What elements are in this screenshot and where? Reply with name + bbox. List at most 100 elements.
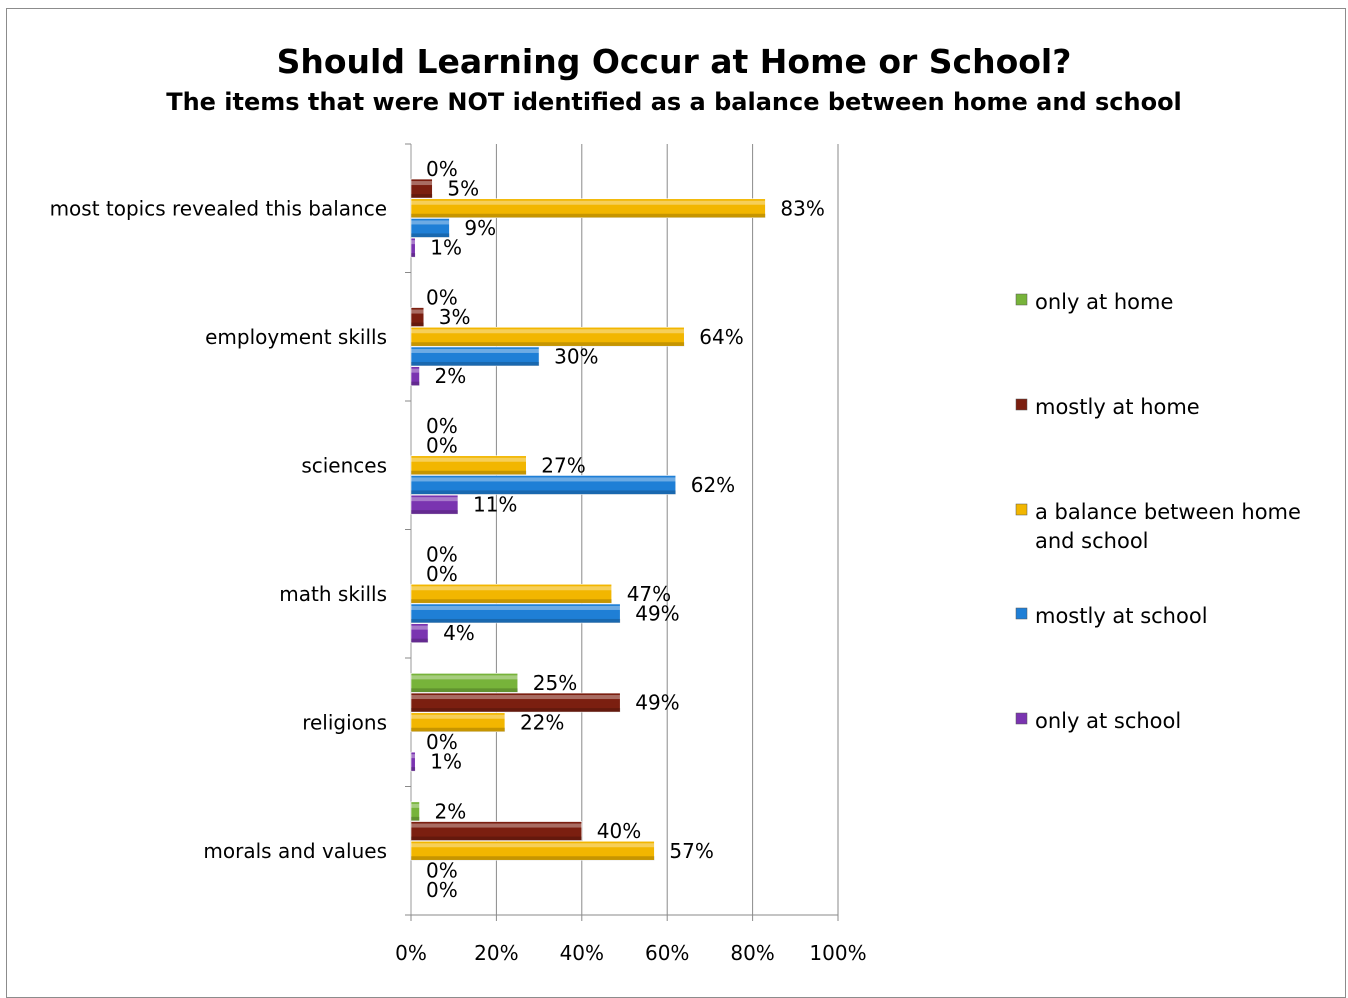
legend-label: only at home [1035, 290, 1173, 314]
bar [410, 198, 766, 219]
bar [410, 673, 519, 693]
bar-shade [411, 856, 655, 861]
data-label: 25% [533, 671, 577, 695]
bar-shade [411, 510, 458, 515]
bar-shade [411, 638, 429, 643]
bar-highlight [411, 605, 621, 610]
bar-highlight [411, 240, 416, 245]
x-tick-label: 100% [809, 941, 866, 965]
data-label: 40% [597, 819, 641, 843]
bar-body [410, 475, 677, 495]
data-label: 2% [435, 364, 467, 388]
bar-shade [411, 213, 766, 218]
data-label: 1% [430, 236, 462, 260]
bar-body [410, 326, 685, 347]
chart-subtitle: The items that were NOT identified as a … [166, 88, 1182, 116]
bar-shade [411, 381, 420, 386]
bar [410, 712, 506, 733]
x-tick-label: 0% [395, 941, 427, 965]
bar-body [410, 366, 420, 386]
data-label: 0% [426, 414, 458, 438]
bar-highlight [411, 823, 582, 828]
data-label: 11% [473, 493, 517, 517]
bar-body [410, 237, 416, 258]
data-label: 0% [426, 730, 458, 754]
bar-highlight [411, 843, 655, 848]
legend-swatch [1015, 398, 1028, 411]
bar-highlight [411, 675, 518, 680]
bar-highlight [411, 348, 540, 353]
bar [410, 692, 621, 713]
legend-label: mostly at home [1035, 395, 1200, 419]
bar-shade [411, 253, 416, 258]
bar-shade [411, 836, 582, 841]
data-label: 0% [426, 285, 458, 309]
bar-highlight [411, 754, 416, 759]
legend-swatch [1015, 607, 1028, 620]
legend-label: only at school [1035, 709, 1181, 733]
x-tick-label: 20% [474, 941, 518, 965]
bar [410, 218, 450, 238]
bar [410, 583, 612, 604]
x-tick-label: 40% [560, 941, 604, 965]
data-label: 62% [691, 473, 735, 497]
bar-shade [411, 688, 518, 693]
bar [410, 475, 677, 495]
bar-shade [411, 708, 621, 713]
bar [410, 237, 416, 258]
bar [410, 603, 621, 624]
bar-body [410, 840, 655, 861]
bar-body [410, 821, 583, 841]
legend-swatch [1015, 503, 1028, 516]
bar-shade [411, 490, 676, 495]
bar-highlight [411, 625, 429, 630]
bar-shade [411, 618, 621, 623]
data-label: 30% [554, 344, 598, 368]
bar-shade [411, 342, 685, 347]
bar-shade [411, 599, 612, 604]
bar-highlight [411, 695, 621, 700]
bar-highlight [411, 200, 766, 205]
category-label: morals and values [203, 839, 387, 863]
x-tick-label: 80% [730, 941, 774, 965]
bar-highlight [411, 477, 676, 482]
category-label: religions [302, 710, 387, 734]
bar-highlight [411, 586, 612, 591]
chart-title: Should Learning Occur at Home or School? [276, 42, 1072, 81]
data-label: 3% [439, 305, 471, 329]
data-label: 27% [541, 453, 585, 477]
bar-highlight [411, 309, 424, 314]
bar [410, 455, 527, 476]
bar-highlight [411, 329, 685, 334]
bar [410, 326, 685, 347]
bar-highlight [411, 368, 420, 373]
data-label: 2% [435, 799, 467, 823]
bar-body [410, 673, 519, 693]
bar-body [410, 603, 621, 624]
bar-highlight [411, 181, 433, 186]
bar-body [410, 494, 459, 515]
data-label: 0% [426, 157, 458, 181]
data-label: 64% [699, 325, 743, 349]
category-label: most topics revealed this balance [50, 196, 387, 220]
data-label: 22% [520, 710, 564, 734]
legend-swatch [1015, 293, 1028, 306]
bar-body [410, 198, 766, 219]
legend-swatch [1015, 712, 1028, 725]
data-label: 47% [627, 582, 671, 606]
bar [410, 366, 420, 386]
bar-highlight [411, 714, 505, 719]
legend-label: mostly at school [1035, 604, 1208, 628]
bar-shade [411, 361, 540, 366]
bar-body [410, 712, 506, 733]
bar-highlight [411, 497, 458, 502]
bar-shade [411, 816, 420, 821]
bar [410, 623, 429, 643]
bar-body [410, 455, 527, 476]
data-label: 0% [426, 858, 458, 882]
bar-shade [411, 470, 527, 475]
data-label: 0% [426, 878, 458, 902]
bar-body [410, 583, 612, 604]
bar-body [410, 218, 450, 238]
